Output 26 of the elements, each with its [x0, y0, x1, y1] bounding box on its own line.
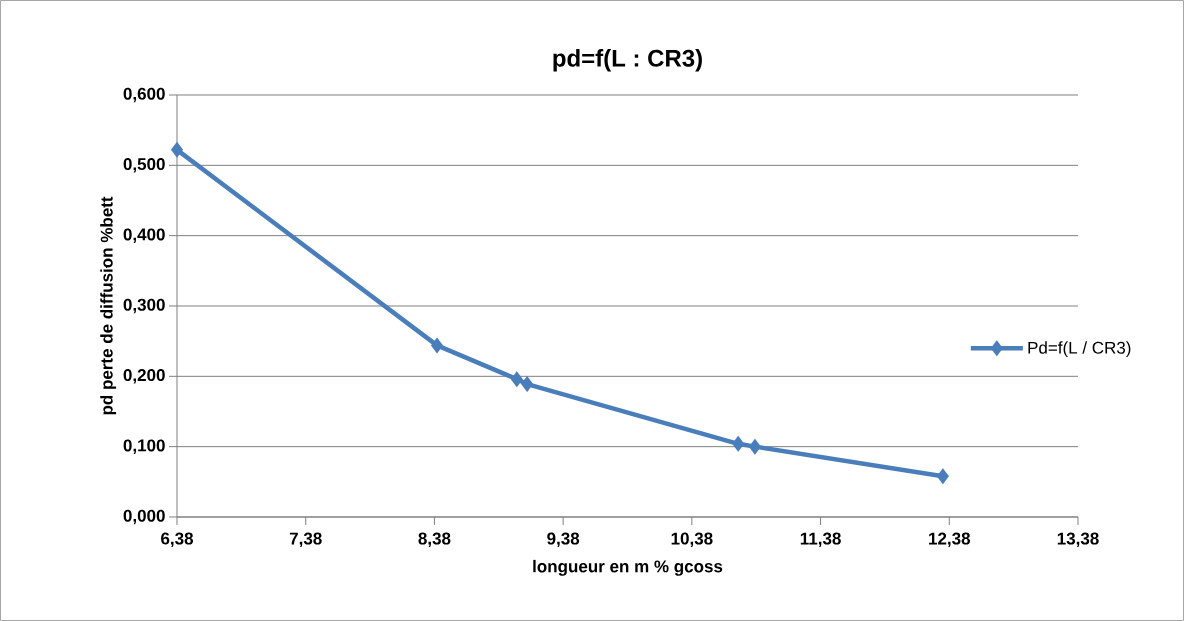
- point: [170, 141, 184, 158]
- x-tick-label: 10,38: [671, 532, 713, 548]
- x-tick-label: 9,38: [547, 532, 580, 548]
- y-tick-label: 0,200: [123, 369, 165, 384]
- x-tick-label: 11,38: [800, 532, 841, 548]
- y-tick-label: 0,100: [123, 439, 165, 454]
- y-tick-label: 0,600: [123, 87, 165, 103]
- legend-label: Pd=f(L / CR3): [1028, 341, 1131, 358]
- point: [936, 468, 949, 485]
- x-tick-label: 12,38: [929, 532, 971, 548]
- y-axis-title: pd perte de diffusion %bett: [100, 196, 117, 415]
- y-tick-label: 0,000: [123, 509, 165, 525]
- y-tick-label: 0,400: [123, 228, 165, 243]
- y-tick-label: 0,300: [123, 298, 165, 314]
- x-tick-label: 6,38: [161, 532, 194, 548]
- y-tick-label: 0,500: [123, 158, 165, 173]
- x-axis-title: longueur en m % gcoss: [533, 559, 723, 576]
- x-tick-label: 13,38: [1057, 532, 1099, 548]
- point: [732, 435, 745, 452]
- point: [430, 337, 444, 354]
- x-tick-label: 8,38: [418, 532, 451, 548]
- x-tick-label: 7,38: [289, 532, 322, 548]
- point: [521, 376, 534, 393]
- chart-title: pd=f(L : CR3): [553, 49, 702, 72]
- point: [510, 371, 523, 388]
- point: [748, 438, 761, 455]
